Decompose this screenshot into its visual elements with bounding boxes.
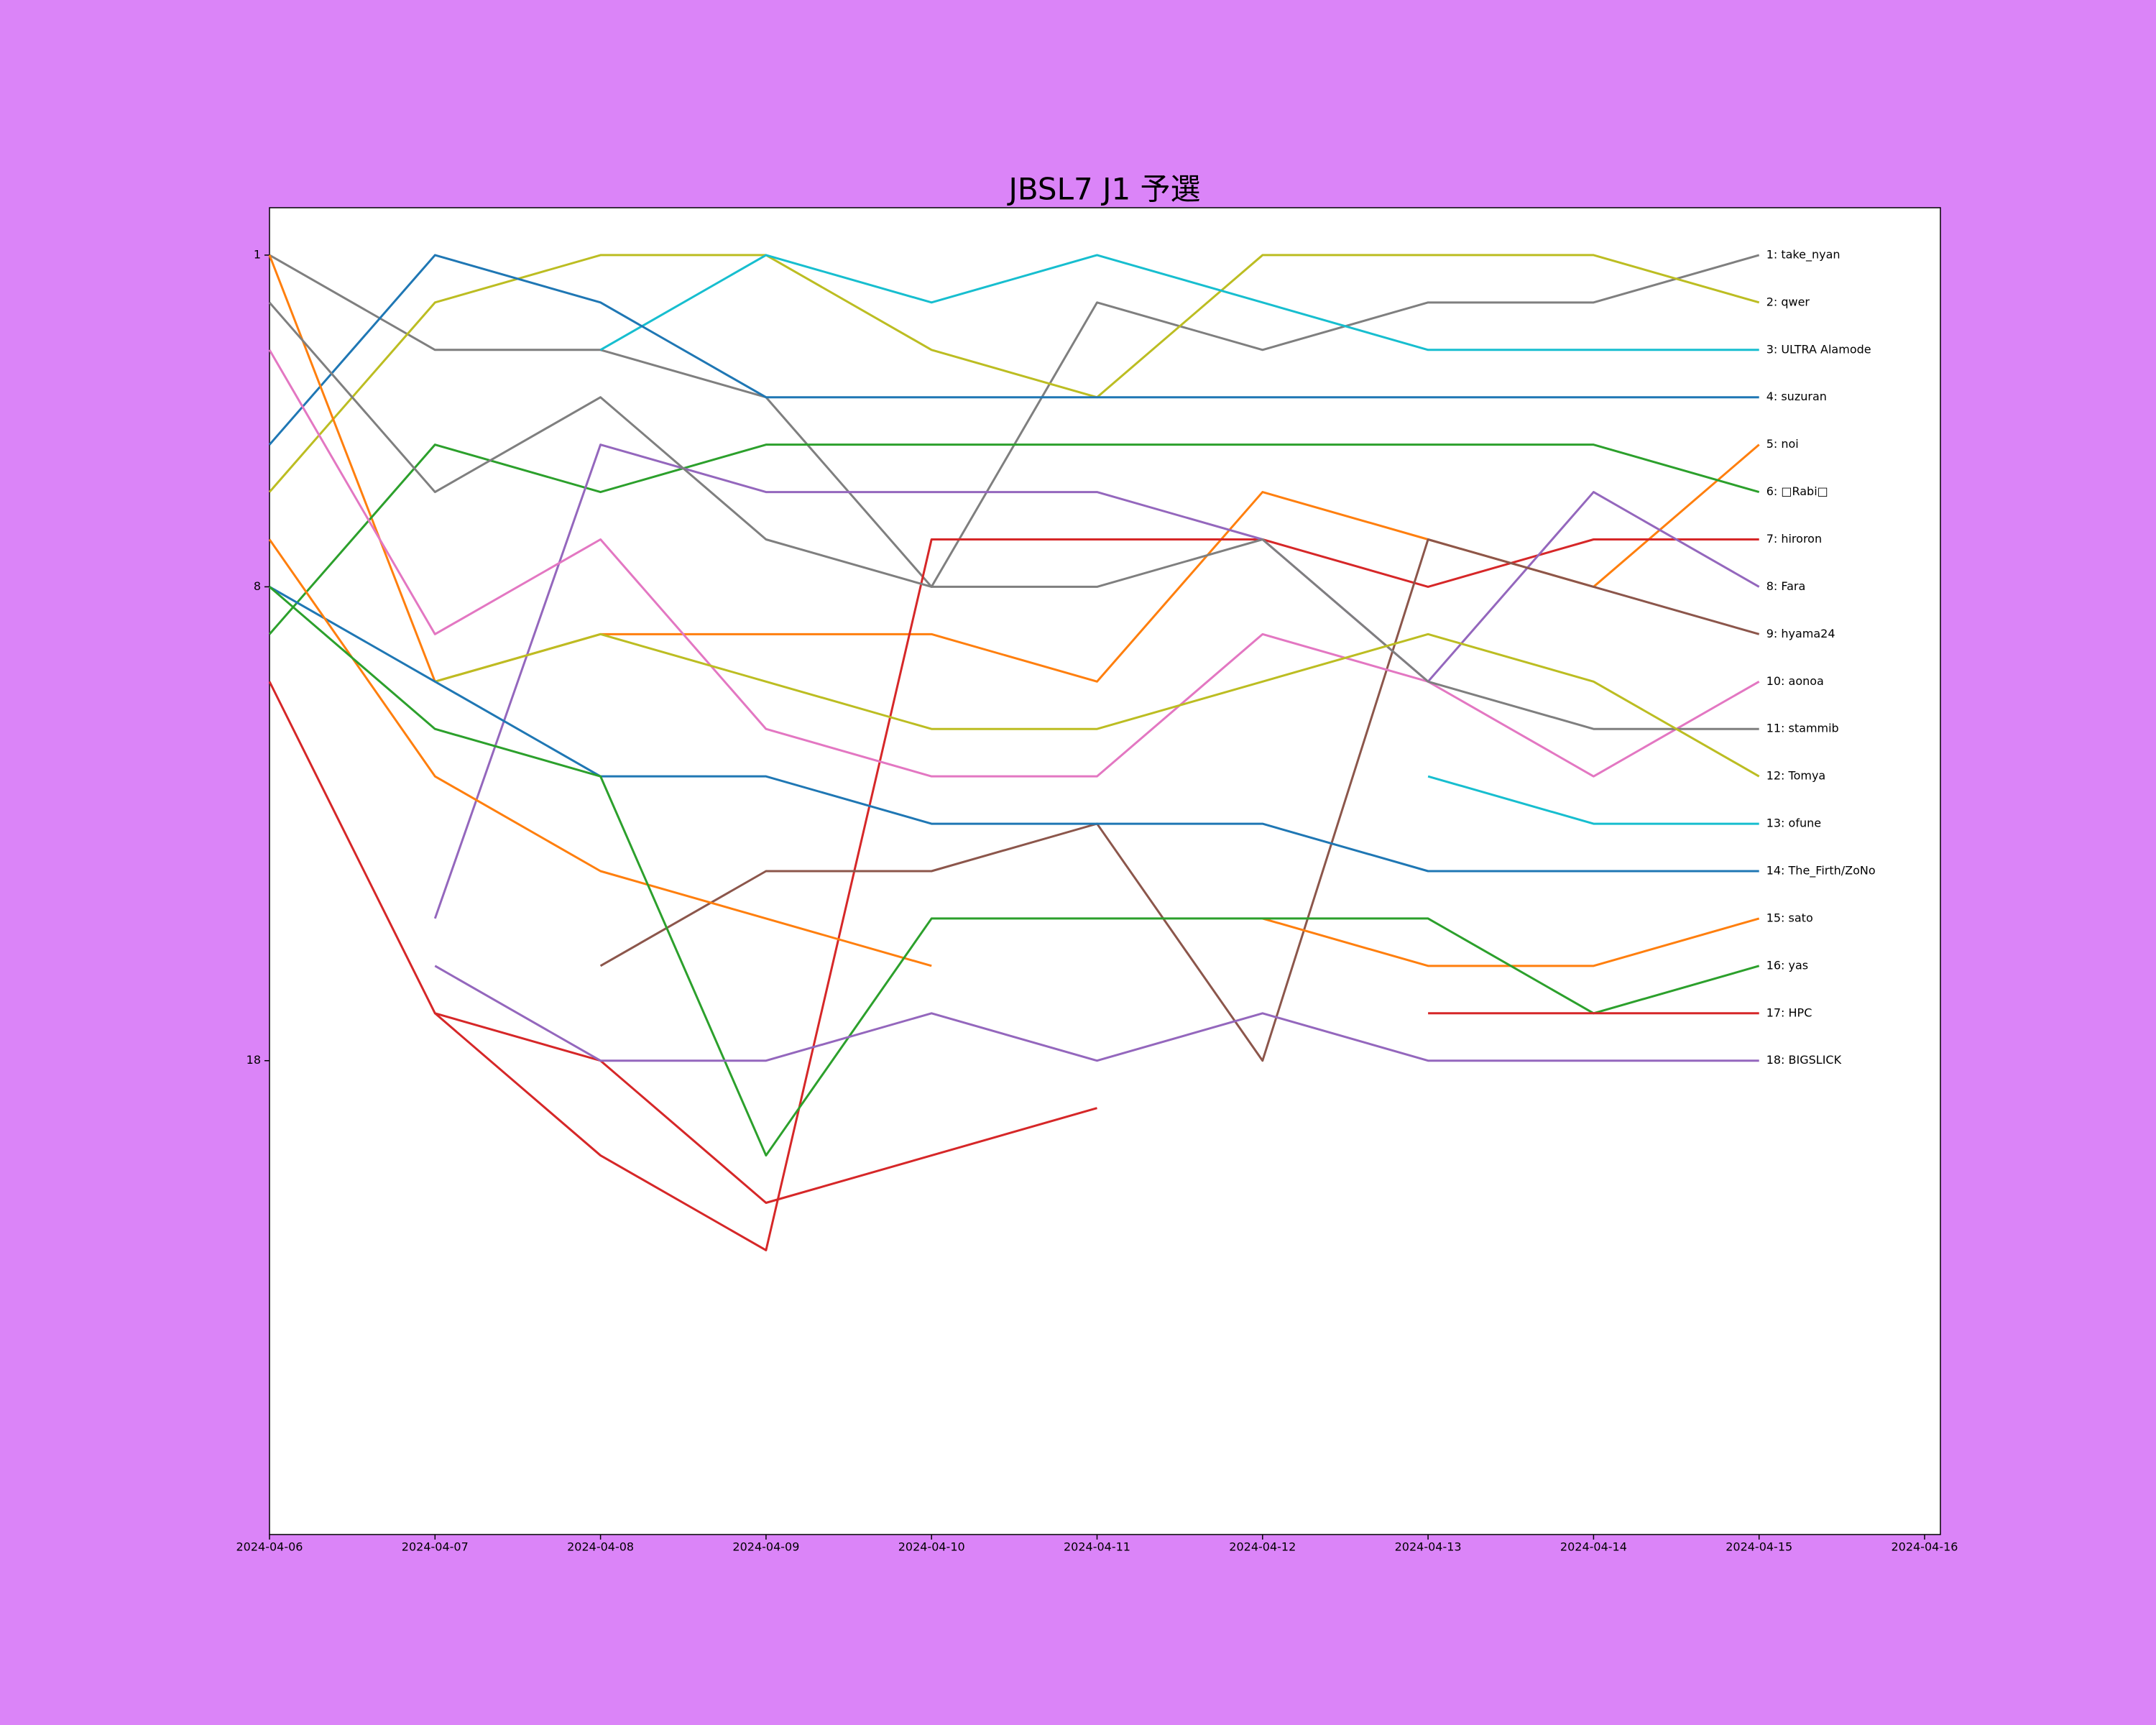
x-tick-label: 2024-04-16 <box>1892 1540 1958 1554</box>
series-line <box>269 586 1759 873</box>
series-label: 4: suzuran <box>1766 390 1827 403</box>
series-label: 10: aonoa <box>1766 674 1824 688</box>
chart-title: JBSL7 J1 予選 <box>1006 172 1200 207</box>
series-line <box>269 586 1760 1157</box>
series-line <box>1427 775 1759 825</box>
series-label: 3: ULTRA Alamode <box>1766 342 1871 356</box>
series-label: 6: □Rabi□ <box>1766 484 1828 498</box>
series-line <box>599 538 1760 1062</box>
x-tick-label: 2024-04-10 <box>898 1540 965 1554</box>
x-tick-label: 2024-04-06 <box>236 1540 303 1554</box>
series-line <box>268 681 1759 1204</box>
series-label: 11: stammib <box>1766 722 1839 735</box>
x-tick-label: 2024-04-11 <box>1064 1540 1130 1554</box>
series-line <box>268 443 1760 635</box>
series-label: 14: The_Firth/ZoNo <box>1766 864 1876 878</box>
series-label: 18: BIGSLICK <box>1766 1053 1842 1067</box>
series-line <box>599 254 1759 351</box>
series-line <box>268 301 1759 730</box>
series-label: 7: hiroron <box>1766 532 1822 546</box>
y-tick-label: 1 <box>254 247 261 261</box>
series-line <box>268 349 1760 778</box>
series-label: 15: sato <box>1766 911 1813 924</box>
x-tick-label: 2024-04-08 <box>567 1540 634 1554</box>
x-tick-label: 2024-04-13 <box>1395 1540 1462 1554</box>
series-line <box>434 965 1759 1062</box>
series-line <box>434 632 1760 778</box>
series-line <box>268 254 1759 446</box>
y-tick-label: 8 <box>254 579 261 593</box>
series-label: 17: HPC <box>1766 1006 1812 1019</box>
series-label: 9: hyama24 <box>1766 627 1835 640</box>
x-tick-label: 2024-04-12 <box>1229 1540 1296 1554</box>
series-label: 13: ofune <box>1766 816 1821 830</box>
series-label: 1: take_nyan <box>1766 247 1841 262</box>
series-label: 5: noi <box>1766 437 1799 451</box>
y-tick-label: 18 <box>247 1053 261 1067</box>
series-label: 2: qwer <box>1766 295 1810 308</box>
series-label: 16: yas <box>1766 958 1808 972</box>
x-tick-label: 2024-04-15 <box>1726 1540 1792 1554</box>
series-label: 12: Tomya <box>1766 769 1826 783</box>
series-line <box>433 443 1760 919</box>
x-tick-label: 2024-04-07 <box>402 1540 469 1554</box>
x-tick-label: 2024-04-14 <box>1560 1540 1627 1554</box>
series-label: 8: Fara <box>1766 579 1806 593</box>
x-tick-label: 2024-04-09 <box>732 1540 799 1554</box>
